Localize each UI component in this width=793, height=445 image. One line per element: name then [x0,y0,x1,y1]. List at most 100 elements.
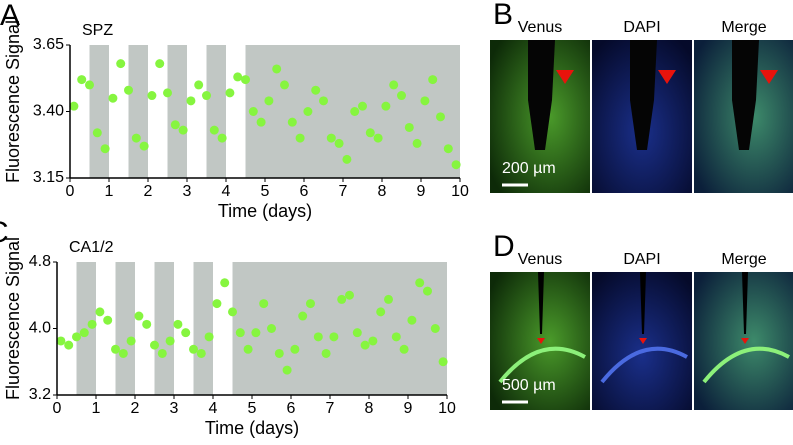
data-point [280,80,289,90]
data-point [124,85,133,95]
x-tick-label: 1 [92,400,101,417]
ventricle [528,40,555,150]
data-point [334,138,344,148]
x-tick-label: 0 [53,400,62,417]
data-point [342,154,352,164]
data-point [282,365,292,375]
data-point [423,286,432,296]
arrowhead [537,338,545,344]
data-point [352,328,362,338]
data-point [376,307,386,317]
x-tick-label: 2 [131,400,140,417]
data-point [85,80,94,90]
data-point [108,93,118,103]
data-point [360,340,370,350]
data-point [430,324,440,333]
dark-period [167,45,187,178]
x-tick-label: 2 [144,183,153,200]
data-point [251,328,261,338]
data-point [163,88,172,98]
x-tick-label: 1 [105,183,114,200]
data-point [155,59,165,69]
y-tick-label: 3.15 [33,169,64,186]
data-point [243,344,253,354]
arrowhead [556,70,574,84]
x-tick-label: 4 [222,183,231,200]
data-point [173,319,183,329]
data-point [303,107,313,116]
data-point [415,278,425,288]
x-tick-label: 3 [170,400,179,417]
data-point [358,101,367,111]
data-point [157,348,167,358]
data-point [131,133,141,143]
data-point [321,348,331,358]
data-point [420,96,430,106]
panel-label: D [493,230,515,263]
channel-label: DAPI [623,251,660,268]
arrowhead [639,338,647,344]
data-point [241,75,250,85]
data-point [233,72,243,82]
x-tick-label: 5 [248,400,257,417]
ventricle [630,40,657,150]
y-tick-label: 3.65 [33,36,64,53]
channel-label: Venus [518,251,562,268]
data-point [116,59,126,69]
data-point [306,299,315,309]
data-point [189,344,198,354]
x-tick-label: 9 [404,400,413,417]
channel-label: Venus [518,19,562,36]
data-point [274,348,284,358]
hippocampus [702,346,790,384]
data-point [95,307,105,317]
data-point [399,344,409,354]
data-point [194,80,204,90]
x-tick-label: 9 [417,183,426,200]
data-point [150,340,159,350]
data-point [118,348,128,358]
data-point [373,133,383,143]
dark-period [128,45,148,178]
x-tick-label: 8 [378,183,387,200]
data-point [384,294,393,304]
data-point [443,144,453,154]
data-point [202,91,211,101]
data-point [235,328,245,338]
data-point [412,138,422,148]
data-point [165,336,175,346]
y-tick-label: 3.2 [29,386,51,403]
hippocampus [600,346,688,384]
x-tick-label: 7 [326,400,335,417]
data-point [345,290,354,300]
dark-period [115,262,135,395]
scale-bar-label: 200 µm [502,160,556,177]
data-point [368,336,378,346]
data-point [295,133,305,143]
data-point [389,80,399,90]
data-point [248,107,258,116]
data-point [404,122,414,132]
dark-period [154,262,174,395]
dark-period [193,262,213,395]
data-point [407,315,417,325]
data-point [365,128,375,138]
data-point [438,357,448,367]
data-point [100,144,110,154]
data-point [264,96,274,106]
hippocampus [498,346,586,384]
x-tick-label: 3 [183,183,192,200]
data-point [64,340,74,350]
data-point [337,294,347,304]
data-point [298,311,308,321]
data-point [181,328,191,338]
needle-track [742,272,748,334]
data-point [326,133,336,143]
y-tick-label: 4.8 [29,253,51,270]
data-point [319,96,328,106]
data-point [92,128,102,138]
ventricle [732,40,759,150]
x-tick-label: 0 [66,183,75,200]
data-point [79,328,89,338]
panel-label: C [0,216,9,249]
